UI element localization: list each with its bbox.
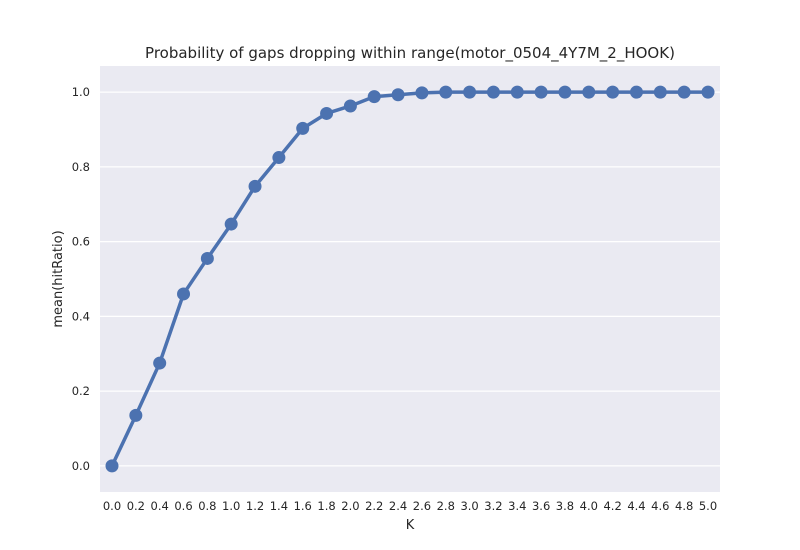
x-tick-label: 2.4	[389, 499, 407, 513]
y-axis-ticks: 0.0 0.2 0.4 0.6 0.8 1.0	[72, 85, 90, 473]
x-tick-label: 3.8	[556, 499, 574, 513]
x-tick-label: 3.0	[460, 499, 478, 513]
x-tick-label: 4.8	[675, 499, 693, 513]
data-point	[629, 85, 643, 99]
x-tick-label: 3.2	[484, 499, 502, 513]
data-point	[558, 85, 572, 99]
data-point	[320, 106, 334, 120]
data-point	[486, 85, 500, 99]
x-tick-label: 4.6	[651, 499, 669, 513]
data-point	[129, 408, 143, 422]
data-point	[439, 85, 453, 99]
data-point	[296, 121, 310, 135]
x-axis-label: K	[406, 518, 415, 533]
x-tick-label: 3.6	[532, 499, 550, 513]
x-tick-label: 2.2	[365, 499, 383, 513]
chart-title: Probability of gaps dropping within rang…	[145, 44, 675, 63]
data-point	[463, 85, 477, 99]
x-tick-label: 1.6	[294, 499, 312, 513]
plot-area	[100, 66, 720, 492]
x-tick-label: 1.2	[246, 499, 264, 513]
y-tick-label: 0.4	[72, 309, 90, 323]
x-tick-label: 0.2	[127, 499, 145, 513]
x-tick-label: 0.4	[151, 499, 169, 513]
y-tick-label: 0.8	[72, 160, 90, 174]
x-tick-label: 2.6	[413, 499, 431, 513]
data-point	[248, 179, 262, 193]
x-tick-label: 1.8	[317, 499, 335, 513]
y-tick-label: 0.2	[72, 384, 90, 398]
data-point	[177, 287, 191, 301]
x-tick-label: 0.8	[198, 499, 216, 513]
series-hitratio	[105, 85, 715, 473]
data-point	[415, 86, 429, 100]
data-point	[272, 151, 286, 165]
y-axis-label: mean(hitRatio)	[51, 230, 66, 327]
data-point	[224, 217, 238, 231]
x-tick-label: 4.4	[627, 499, 645, 513]
data-point	[367, 90, 381, 104]
x-tick-label: 2.0	[341, 499, 359, 513]
data-point	[391, 88, 405, 102]
data-point	[677, 85, 691, 99]
y-tick-label: 1.0	[72, 85, 90, 99]
x-tick-label: 5.0	[699, 499, 717, 513]
x-tick-label: 4.0	[580, 499, 598, 513]
x-tick-label: 1.0	[222, 499, 240, 513]
data-point	[510, 85, 524, 99]
data-point	[200, 251, 214, 265]
x-tick-label: 0.6	[174, 499, 192, 513]
y-tick-label: 0.6	[72, 235, 90, 249]
y-tick-label: 0.0	[72, 459, 90, 473]
x-tick-label: 2.8	[437, 499, 455, 513]
data-point	[701, 85, 715, 99]
data-point	[343, 99, 357, 113]
data-point	[582, 85, 596, 99]
data-point	[105, 459, 119, 473]
x-axis-ticks: 0.0 0.2 0.4 0.6 0.8 1.0 1.2 1.4 1.6 1.8 2.0 2.2 2.4 2…	[103, 499, 717, 513]
x-tick-label: 0.0	[103, 499, 121, 513]
x-tick-label: 4.2	[603, 499, 621, 513]
data-point	[606, 85, 620, 99]
data-point	[534, 85, 548, 99]
data-point	[153, 356, 167, 370]
x-tick-label: 1.4	[270, 499, 288, 513]
data-point	[653, 85, 667, 99]
x-tick-label: 3.4	[508, 499, 526, 513]
